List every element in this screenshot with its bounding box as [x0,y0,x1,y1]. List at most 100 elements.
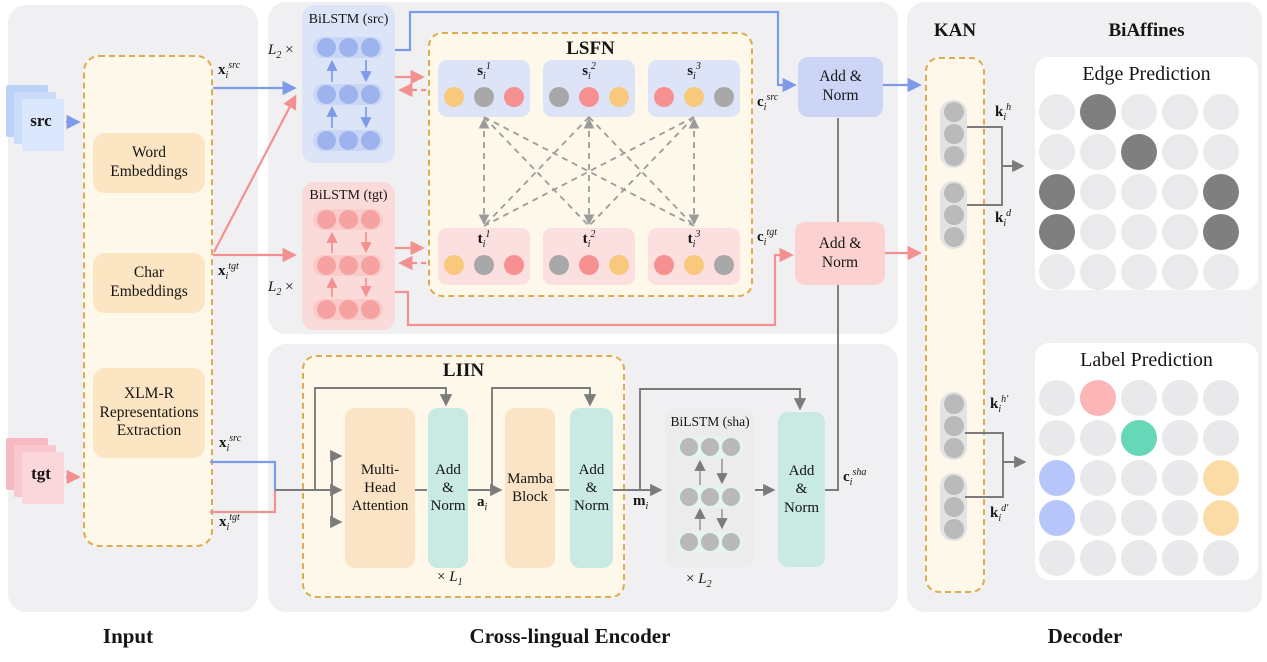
grid-cell [1203,380,1239,416]
m-i-label: mi [633,493,649,512]
grid-cell [1121,174,1157,210]
t2-label: ti2 [582,229,596,250]
t2-circles [543,255,635,275]
bilstm-sha-title: BiLSTM (sha) [670,414,750,429]
node-circle [360,210,380,229]
tgt-pages [6,438,68,508]
s1-label: si1 [477,61,491,82]
node-circle [316,131,336,150]
grid-cell [1162,174,1198,210]
grid-cell [1039,540,1075,576]
s2-circles [543,87,635,107]
grid-cell [1162,380,1198,416]
grid-cell [1162,94,1198,130]
grid-cell [1080,94,1116,130]
kan-pill-d2 [940,473,967,541]
lsfn-t-unit-1: ti1 [438,228,530,285]
grid-cell [1080,174,1116,210]
s3-circles [648,87,740,107]
node-circle [680,488,698,506]
grid-cell [1039,500,1075,536]
node-circle [943,183,964,203]
a-i-label: ai [477,494,488,513]
grid-cell [1121,540,1157,576]
bilstm-sha-row [676,532,744,552]
node-circle [684,255,704,275]
node-circle [722,488,740,506]
grid-cell [1162,540,1198,576]
grid-cell [1121,254,1157,290]
node-circle [943,394,964,414]
node-circle [474,255,494,275]
bilstm-src-title: BiLSTM (src) [308,12,389,27]
node-circle [316,210,336,229]
grid-cell [1080,540,1116,576]
node-circle [338,131,358,150]
word-embeddings-box: Word Embeddings [93,133,205,193]
node-circle [444,255,464,275]
grid-cell [1203,460,1239,496]
node-circle [943,497,964,517]
c-sha-label: cisha [843,467,867,488]
grid-cell [1121,420,1157,456]
grid-cell [1080,460,1116,496]
grid-cell [1121,460,1157,496]
bilstm-src-row [313,84,383,105]
grid-cell [1203,214,1239,250]
t1-label: ti1 [477,229,491,250]
grid-cell [1203,174,1239,210]
grid-cell [1080,134,1116,170]
bilstm-sha-row [676,487,744,507]
input-caption: Input [102,624,154,648]
node-circle [680,533,698,551]
grid-cell [1162,254,1198,290]
k-d-prime-label: kid′ [990,503,1009,524]
kan-pill-d [940,181,967,249]
node-circle [338,85,358,104]
k-h-prime-label: kih′ [990,394,1009,415]
node-circle [338,38,358,57]
node-circle [684,87,704,107]
node-circle [360,300,380,319]
grid-cell [1039,94,1075,130]
src-label: src [30,111,52,130]
label-prediction-box: Label Prediction [1035,343,1258,580]
node-circle [943,438,964,458]
bilstm-src-row [313,130,383,151]
node-circle [316,300,336,319]
label-prediction-grid [1035,343,1258,580]
node-circle [701,438,719,456]
liin-title: LIIN [442,360,485,381]
node-circle [943,124,964,144]
lsfn-t-unit-3: ti3 [648,228,740,285]
node-circle [360,38,380,57]
grid-cell [1162,420,1198,456]
grid-cell [1203,134,1239,170]
bilstm-tgt-title: BiLSTM (tgt) [309,188,388,203]
node-circle [338,256,358,275]
node-circle [549,87,569,107]
lsfn-s-unit-1: si1 [438,60,530,117]
node-circle [654,87,674,107]
s3-label: si3 [687,61,701,82]
bilstm-src-repeat-label: L2 × [268,42,294,61]
node-circle [360,256,380,275]
node-circle [338,210,358,229]
encoder-caption: Cross-lingual Encoder [469,624,671,648]
liin-add-norm-2-box: Add & Norm [570,408,613,568]
grid-cell [1080,254,1116,290]
liin-add-norm-1-box: Add & Norm [428,408,468,568]
node-circle [714,87,734,107]
kan-title: KAN [933,20,977,41]
s1-circles [438,87,530,107]
add-norm-src-box: Add & Norm [798,57,883,117]
grid-cell [1039,420,1075,456]
grid-cell [1203,94,1239,130]
grid-cell [1121,94,1157,130]
node-circle [444,87,464,107]
node-circle [943,475,964,495]
bilstm-tgt-repeat-label: L2 × [268,279,294,298]
c-tgt-label: citgt [757,227,778,248]
node-circle [701,488,719,506]
x-src-bottom-label: xisrc [219,433,242,454]
